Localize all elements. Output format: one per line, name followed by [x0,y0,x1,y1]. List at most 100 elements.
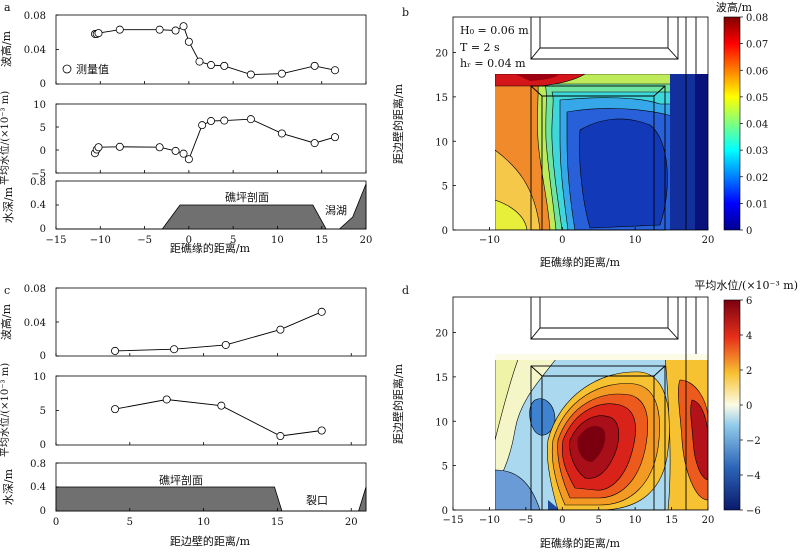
panel-a-wave-point [310,61,319,70]
panel-b-colorbar-tick-label: 0.07 [746,40,768,51]
panel-b-xlabel: 距礁缘的距离/m [540,255,621,269]
panel-d-ytick-label: 5 [442,462,448,473]
panel-a-wave-line [95,25,336,75]
panel-b-colorbar-tick-label: 0.08 [746,13,768,24]
panel-d-letter: d [402,284,409,297]
panel-c-depth-xtick-label: 0 [53,517,59,528]
panel-d-colorbar-tick-label: 0 [746,401,752,412]
panel-d-ytick-label: 20 [435,329,448,340]
mean-water-level-contours [495,354,708,510]
panel-c-wave-height-plot: 波高/m 0.08 0.04 0 [0,284,367,362]
panel-d-colorbar [723,299,741,511]
panel-a-wave-point [277,69,286,78]
panel-a-wave-ytick: 0 [40,79,46,90]
panel-a-depth-xtick-label: 5 [230,235,236,246]
panel-a-wave-ylabel: 波高/m [0,30,13,67]
panel-c-setup-ytick: 0 [40,440,46,451]
panel-b-ytick-label: 10 [435,137,448,148]
panel-a-wave-ytick: 0.04 [24,45,46,56]
panel-b-letter: b [402,6,409,19]
panel-a-setup-point [246,115,255,124]
gap-label: 裂口 [306,494,328,507]
panel-a-setup-point [115,142,124,151]
panel-a-wave-point [206,61,215,70]
panel-a-depth-xtick-label: −15 [45,235,66,246]
panel-d-colorbar-tick-label: −4 [746,471,761,482]
lagoon-label: 潟湖 [325,204,347,217]
panel-d-mean-water-level-map: 距边壁的距离/m 距礁缘的距离/m 平均水位/(×10⁻³ m) [391,278,798,550]
panel-a-depth-xtick-label: 20 [360,235,373,246]
panel-c-depth-ytick: 0 [40,506,46,517]
panel-a-setup-ytick: 0 [40,146,46,157]
panel-d-ylabel: 距边壁的距离/m [391,363,405,444]
panel-b-colorbar-label: 波高/m [716,0,753,14]
panel-a-setup-point [310,139,319,148]
panel-a-legend-label: 测量值 [76,63,109,76]
panel-c-wave-point [170,345,179,354]
panel-a-wave-point [330,66,339,75]
panel-a-setup-point [220,116,229,125]
panel-a-depth-ytick: 0.8 [30,177,46,188]
contour-band [579,118,668,229]
panel-a-depth-xtick-label: 15 [315,235,328,246]
panel-a-letter: a [4,1,11,14]
panel-a-setup-ytick: −5 [31,169,46,180]
panel-b-xtick-label: 0 [559,235,565,246]
panel-a-setup-point [277,129,286,138]
panel-c-wave-point [111,346,120,355]
panel-b-xtick-label: 10 [629,235,642,246]
panel-b-wave-height-map: H₀ = 0.06 m T = 2 s hᵣ = 0.04 m 距边壁的距离/m… [391,0,753,269]
panel-c-depth-ytick: 0.4 [30,482,46,493]
panel-a-depth-xtick-label: 10 [271,235,284,246]
panel-d-colorbar-tick-label: 2 [746,366,752,377]
panel-a-setup-point [206,117,215,126]
panel-c-setup-point [317,426,326,435]
flume-outline [530,17,697,231]
param-reef-depth: hᵣ = 0.04 m [460,57,526,70]
panel-c-wave-ytick: 0.04 [24,318,46,329]
panel-a-setup-point [155,143,164,152]
panel-a-wave-point [115,25,124,34]
panel-c-setup-point [162,395,171,404]
panel-a-setup-point [171,146,180,155]
panel-c-setup-plot: 平均水位/(×10⁻³ m) 10 5 0 [0,363,367,457]
panel-c-setup-ytick: 10 [33,372,46,383]
panel-c-setup-point [217,401,226,410]
panel-c-depth-xtick-label: 10 [197,517,210,528]
panel-d-xtick-label: 20 [702,515,715,526]
legend-marker [62,64,72,74]
panel-c-wave-ytick: 0.08 [24,284,46,295]
panel-c-setup-ylabel: 平均水位/(×10⁻³ m) [0,363,11,457]
panel-a-wave-point [195,57,204,66]
panel-a-wave-point [220,61,229,70]
panel-d-xlabel: 距礁缘的距离/m [540,536,621,550]
panel-b-colorbar-tick-label: 0.04 [746,120,768,131]
contour-band [690,399,708,481]
panel-b-ylabel: 距边壁的距离/m [391,83,405,164]
panel-a-setup-plot: 平均水位/(×10⁻³ m) 10 5 0 −5 [0,91,367,185]
panel-a-wave-point [246,70,255,79]
panel-d-xtick-label: −10 [479,515,500,526]
panel-c-letter: c [4,284,10,297]
panel-d-ytick-label: 15 [435,373,448,384]
panel-b-ytick-label: 5 [442,182,448,193]
panel-a-depth-xtick-label: −5 [137,235,152,246]
panel-a-setup-axes [55,103,367,174]
panel-b-ytick-label: 0 [442,226,448,237]
panel-a-setup-point [184,155,193,164]
panel-a-wave-point [94,29,103,38]
panel-c-wave-point [317,307,326,316]
panel-c-setup-point [276,432,285,441]
contour-band [495,199,528,230]
reef-flat-label: 礁坪剖面 [159,473,203,487]
wave-height-contours [495,74,708,230]
panel-c-reef-profile [55,486,367,512]
panel-a-depth-xtick-label: −10 [90,235,111,246]
panel-b-colorbar-tick-label: 0.06 [746,66,768,77]
panel-a-wave-height-plot: 波高/m 0.08 0.04 0 测量值 [0,11,367,90]
panel-a-depth-ytick: 0 [40,224,46,235]
panel-d-xtick-label: 0 [559,515,565,526]
panel-b-ytick-label: 20 [435,49,448,60]
generated-marks: −15 −10 −5 0 5 10 15 200 5 10 15 20−10 0 10 2005101520… [45,13,768,528]
